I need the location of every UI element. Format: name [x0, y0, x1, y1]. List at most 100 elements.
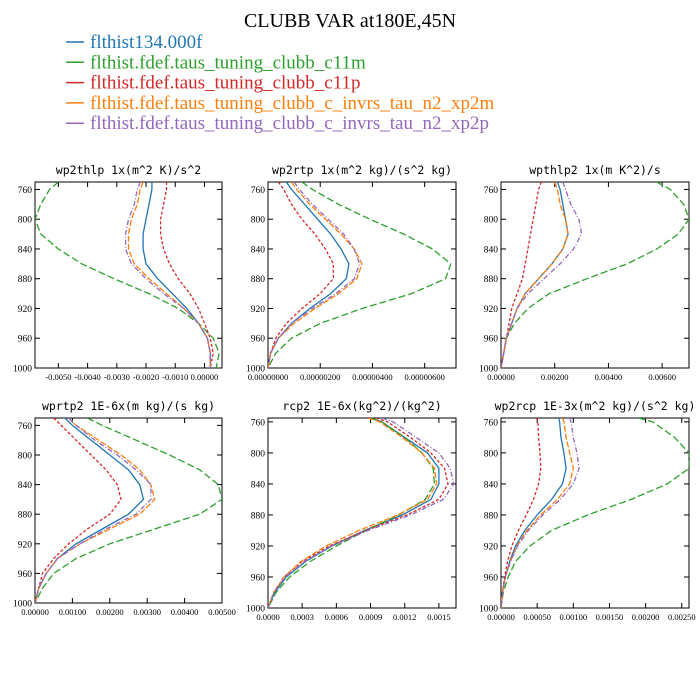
panel-title: wpthlp2 1x(m K^2)/s — [529, 163, 661, 177]
series-group — [501, 418, 689, 608]
panel-title: wp2rtp 1x(m^2 kg)/(s^2 kg) — [272, 163, 452, 177]
series-line-3 — [35, 418, 122, 603]
plot-frame — [500, 417, 690, 609]
y-tick-label: 800 — [251, 216, 266, 226]
panel-title: wp2rcp 1E-3x(m^2 kg)/(s^2 kg) — [495, 399, 696, 413]
y-tick-label: 920 — [251, 542, 266, 552]
series-line-3 — [159, 182, 214, 368]
x-tick-label: 0.0000 — [256, 612, 279, 622]
x-tick-label: 0.00200 — [632, 612, 660, 622]
y-tick-label: 960 — [251, 335, 266, 345]
series-line-2 — [35, 418, 222, 603]
series-group — [35, 418, 222, 603]
panel-1: wp2thlp 1x(m^2 K)/s^2 760 800 840 880 920 960 1… — [13, 163, 223, 382]
panel-2: wp2rtp 1x(m^2 kg)/(s^2 kg) 760 800 840 880 92… — [246, 163, 457, 382]
y-tick-label: 880 — [484, 275, 499, 285]
series-group — [268, 418, 455, 608]
y-tick-label: 840 — [484, 245, 499, 255]
plot-frame — [34, 181, 223, 369]
x-tick-label: 0.0012 — [393, 612, 416, 622]
y-tick-label: 960 — [484, 573, 499, 583]
y-tick-label: 800 — [18, 452, 33, 462]
y-tick-label: 840 — [484, 480, 499, 490]
legend-entry: flthist.fdef.taus_tuning_clubb_c11p — [90, 73, 361, 94]
plot-frame — [267, 181, 457, 369]
series-line-3 — [268, 182, 334, 368]
y-tick-label: 880 — [251, 511, 266, 521]
x-tick-label: 0.00100 — [559, 612, 587, 622]
panels: wp2thlp 1x(m^2 K)/s^2 760 800 840 880 920 960 1… — [13, 163, 696, 622]
panel-4: wprtp2 1E-6x(m kg)/(s kg) 760 800 840 880 920… — [13, 399, 236, 617]
panel-title: wprtp2 1E-6x(m kg)/(s kg) — [42, 399, 215, 413]
panel-6: wp2rcp 1E-3x(m^2 kg)/(s^2 kg) 760 800 840 88… — [479, 399, 696, 622]
plot-frame — [500, 181, 690, 369]
x-tick-label: 0.00000 — [487, 372, 515, 382]
legend-entry: flthist.fdef.taus_tuning_clubb_c_invrs_t… — [90, 113, 489, 134]
x-tick-label: 0.0003 — [290, 612, 313, 622]
x-tick-label: 0.00250 — [668, 612, 696, 622]
series-line-4 — [35, 418, 156, 603]
series-line-3 — [501, 418, 542, 608]
y-tick-label: 1000 — [13, 365, 32, 375]
x-tick-label: 0.00000000 — [248, 372, 288, 382]
y-tick-label: 1000 — [479, 605, 498, 615]
x-tick-label: 0.00000 — [191, 372, 219, 382]
y-tick-label: 760 — [251, 418, 266, 428]
y-tick-label: 800 — [18, 216, 33, 226]
panel-3: wpthlp2 1x(m K^2)/s 760 800 840 880 920 960 100… — [479, 163, 690, 382]
y-tick-label: 920 — [251, 305, 266, 315]
series-line-1 — [501, 182, 569, 368]
y-tick-label: 960 — [484, 335, 499, 345]
x-tick-label: 0.00000400 — [352, 372, 392, 382]
y-tick-label: 760 — [18, 186, 33, 196]
y-tick-label: 1000 — [13, 600, 32, 610]
x-tick-label: 0.00200 — [96, 607, 124, 617]
y-tick-label: 920 — [18, 540, 33, 550]
y-tick-label: 840 — [251, 245, 266, 255]
y-tick-label: 840 — [18, 245, 33, 255]
y-tick-label: 1000 — [479, 365, 498, 375]
series-line-4 — [268, 418, 438, 608]
y-tick-label: 840 — [18, 481, 33, 491]
x-tick-label: 0.00100 — [59, 607, 87, 617]
plot-frame — [34, 417, 223, 604]
y-tick-label: 880 — [18, 511, 33, 521]
series-line-2 — [268, 182, 452, 368]
x-tick-label: 0.00050 — [523, 612, 551, 622]
series-line-2 — [501, 418, 689, 608]
y-tick-label: 920 — [484, 542, 499, 552]
x-tick-label: 0.00200 — [541, 372, 569, 382]
series-line-4 — [127, 182, 211, 368]
series-line-5 — [268, 418, 455, 608]
series-line-2 — [501, 182, 689, 368]
y-tick-label: 840 — [251, 480, 266, 490]
y-tick-label: 760 — [251, 186, 266, 196]
x-tick-label: 0.0006 — [325, 612, 348, 622]
series-line-1 — [35, 418, 145, 603]
x-tick-label: -0.0030 — [104, 372, 130, 382]
legend-entry: flthist.fdef.taus_tuning_clubb_c11m — [90, 52, 366, 73]
x-tick-label: 0.00000 — [21, 607, 49, 617]
legend-entry: flthist134.000f — [90, 32, 203, 53]
x-tick-label: -0.0010 — [162, 372, 188, 382]
y-tick-label: 1000 — [246, 605, 265, 615]
y-tick-label: 880 — [251, 275, 266, 285]
legend-entry: flthist.fdef.taus_tuning_clubb_c_invrs_t… — [90, 93, 494, 114]
x-tick-label: 0.00000 — [487, 612, 515, 622]
series-line-5 — [501, 418, 580, 608]
y-tick-label: 960 — [18, 335, 33, 345]
y-tick-label: 800 — [251, 449, 266, 459]
x-tick-label: 0.00400 — [595, 372, 623, 382]
x-tick-label: 0.0009 — [359, 612, 382, 622]
series-line-5 — [124, 182, 211, 368]
x-tick-label: 0.0015 — [427, 612, 450, 622]
y-tick-label: 960 — [251, 573, 266, 583]
panel-5: rcp2 1E-6x(kg^2)/(kg^2) 760 800 840 880 920 96… — [246, 399, 457, 622]
series-line-3 — [268, 418, 449, 608]
x-tick-label: 0.00000600 — [404, 372, 444, 382]
x-tick-label: -0.0040 — [74, 372, 100, 382]
series-group — [35, 182, 220, 368]
x-tick-label: 0.00300 — [133, 607, 161, 617]
y-tick-label: 1000 — [246, 365, 265, 375]
legend: flthist134.000fflthist.fdef.taus_tuning_… — [66, 32, 494, 134]
